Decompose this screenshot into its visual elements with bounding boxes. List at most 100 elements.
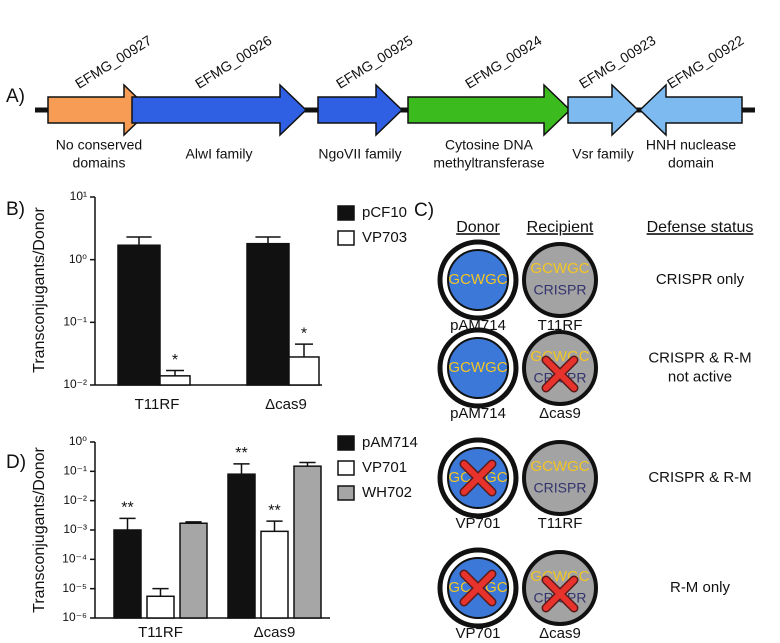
gene-arrow — [131, 83, 308, 137]
bar — [146, 595, 175, 619]
restriction-site: GCWGC — [530, 568, 589, 585]
donor-name: VP701 — [455, 625, 500, 642]
y-tick-label: 10⁻³ — [63, 522, 87, 536]
gene-description: No conserved — [56, 137, 142, 153]
bar — [260, 530, 289, 619]
gene-arrow — [638, 83, 743, 137]
restriction-site: GCWGC — [530, 458, 589, 475]
bar — [113, 529, 142, 619]
defense-system: CRISPR — [534, 282, 587, 298]
y-tick-label: 10⁰ — [69, 434, 87, 448]
cross-stroke — [543, 357, 577, 391]
recipient-cell — [522, 440, 598, 516]
bar — [117, 244, 161, 386]
legend-label: pAM714 — [362, 434, 418, 451]
significance-label: * — [301, 325, 307, 342]
error-bar — [166, 369, 184, 376]
gene-description: AlwI family — [186, 146, 253, 162]
y-tick-label: 10⁻² — [63, 493, 87, 507]
y-axis-label: Transconjugants/Donor — [31, 206, 48, 372]
bar — [246, 242, 290, 386]
error-bar — [233, 463, 250, 475]
gene-description: methyltransferase — [433, 155, 544, 171]
gene-description: domain — [668, 155, 714, 171]
error-bar — [295, 343, 313, 357]
defense-system: CRISPR — [534, 480, 587, 496]
significance-label: ** — [121, 500, 133, 517]
defense-status: not active — [668, 368, 732, 385]
blocked-cross — [541, 575, 579, 613]
column-header: Defense status — [647, 219, 754, 236]
x-tick-label: Δcas9 — [265, 396, 307, 413]
y-axis-label: Transconjugants/Donor — [31, 446, 48, 612]
recipient-name: T11RF — [538, 317, 583, 334]
blocked-cross — [541, 355, 579, 393]
error-bar — [299, 461, 316, 467]
cross-stroke — [543, 577, 577, 611]
column-header: Recipient — [527, 219, 594, 236]
bar — [179, 522, 208, 619]
y-tick-label: 10⁻² — [63, 377, 87, 391]
recipient-name: Δcas9 — [539, 625, 581, 642]
legend-label: VP703 — [362, 229, 407, 246]
gene-id: EFMG_00925 — [333, 32, 416, 92]
y-tick-label: 10⁻⁶ — [62, 610, 87, 624]
bar — [227, 473, 256, 619]
y-tick-label: 10⁻⁵ — [62, 581, 87, 595]
recipient-name: T11RF — [538, 515, 583, 532]
gene-id: EFMG_00923 — [576, 32, 659, 92]
restriction-site: GCWGC — [448, 359, 507, 376]
gene-description: domains — [73, 155, 126, 171]
gene-id: EFMG_00927 — [72, 32, 155, 92]
legend-swatch — [337, 460, 355, 476]
y-tick-label: 10⁻¹ — [63, 464, 87, 478]
error-bar — [185, 521, 202, 524]
panel-label: C) — [414, 200, 434, 221]
donor-name: VP701 — [455, 515, 500, 532]
gene-description: Vsr family — [572, 146, 633, 162]
error-bar — [119, 517, 136, 530]
gene-description: NgoVII family — [318, 146, 401, 162]
legend-label: pCF10 — [362, 204, 407, 221]
legend-swatch — [337, 485, 355, 501]
gene-description: HNH nuclease — [646, 137, 736, 153]
legend-swatch — [337, 205, 355, 221]
donor-cell — [447, 337, 509, 399]
y-tick-label: 10⁻⁴ — [62, 552, 87, 566]
y-tick-label: 10¹ — [70, 189, 87, 203]
x-tick-label: T11RF — [138, 624, 183, 641]
bar — [159, 375, 191, 386]
donor-cell — [447, 249, 509, 311]
column-header: Donor — [456, 219, 500, 236]
cross-stroke — [461, 461, 495, 495]
y-tick-label: 10⁻¹ — [63, 315, 87, 329]
panel-label: B) — [6, 199, 25, 220]
legend-label: VP701 — [362, 459, 407, 476]
restriction-site: GCWGC — [530, 348, 589, 365]
gene-id: EFMG_00922 — [664, 32, 747, 92]
bar — [288, 356, 320, 386]
panel-label: A) — [6, 86, 25, 107]
recipient-cell — [522, 242, 598, 318]
error-bar — [255, 236, 281, 244]
bar — [293, 465, 322, 619]
significance-label: * — [172, 352, 178, 369]
x-tick-label: T11RF — [135, 396, 180, 413]
cross-stroke — [461, 571, 495, 605]
significance-label: ** — [235, 445, 247, 462]
defense-status: R-M only — [670, 579, 731, 596]
donor-name: pAM714 — [450, 317, 506, 334]
legend-label: WH702 — [362, 484, 412, 501]
recipient-name: Δcas9 — [539, 405, 581, 422]
legend-swatch — [337, 230, 355, 246]
panel-label: D) — [6, 452, 26, 473]
y-tick-label: 10⁰ — [69, 252, 87, 266]
defense-status: CRISPR only — [656, 271, 745, 288]
restriction-site: GCWGC — [448, 271, 507, 288]
x-tick-label: Δcas9 — [254, 624, 296, 641]
error-bar — [266, 520, 283, 532]
gene-id: EFMG_00926 — [192, 32, 275, 92]
significance-label: ** — [268, 502, 280, 519]
error-bar — [126, 236, 152, 246]
